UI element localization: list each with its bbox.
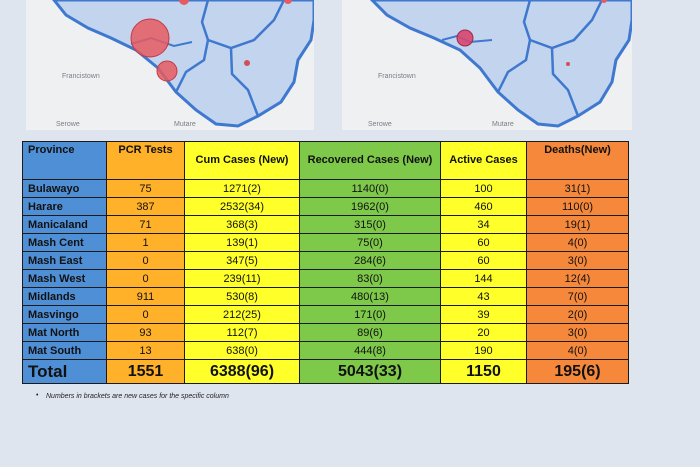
table-row: Mash Cent 1 139(1) 75(0) 60 4(0) (22, 233, 629, 252)
cell-province: Bulawayo (22, 179, 107, 198)
cell-active-cases: 60 (440, 251, 527, 270)
cell-deaths: 3(0) (526, 251, 629, 270)
cell-recovered-cases: 284(6) (299, 251, 441, 270)
cell-cum-cases: 139(1) (184, 233, 300, 252)
cell-province: Midlands (22, 287, 107, 306)
cell-deaths: 3(0) (526, 323, 629, 342)
cell-province: Mash East (22, 251, 107, 270)
cell-province: Mat South (22, 341, 107, 360)
map-left: Francistown Serowe Mutare (26, 0, 314, 130)
map-right: Francistown Serowe Mutare (342, 0, 632, 130)
map-right-label-francistown: Francistown (378, 73, 416, 80)
header-cum-cases: Cum Cases (New) (184, 141, 300, 180)
cell-recovered-cases: 1140(0) (299, 179, 441, 198)
cell-deaths: 12(4) (526, 269, 629, 288)
cell-province: Mash Cent (22, 233, 107, 252)
cell-cum-cases: 347(5) (184, 251, 300, 270)
header-deaths: Deaths(New) (526, 141, 629, 180)
cell-province: Mash West (22, 269, 107, 288)
cell-province: Masvingo (22, 305, 107, 324)
total-pcr-tests: 1551 (106, 359, 185, 384)
cell-cum-cases: 1271(2) (184, 179, 300, 198)
table-row: Mash East 0 347(5) 284(6) 60 3(0) (22, 251, 629, 270)
cell-active-cases: 34 (440, 215, 527, 234)
header-pcr-tests: PCR Tests (106, 141, 185, 180)
header-recovered-cases: Recovered Cases (New) (299, 141, 441, 180)
cell-province: Harare (22, 197, 107, 216)
map-left-label-francistown: Francistown (62, 73, 100, 80)
provincial-cases-table: Province PCR Tests Cum Cases (New) Recov… (22, 141, 629, 384)
table-total-row: Total 1551 6388(96) 5043(33) 1150 195(6) (22, 359, 629, 384)
header-active-cases: Active Cases (440, 141, 527, 180)
cell-cum-cases: 2532(34) (184, 197, 300, 216)
table-row: Mash West 0 239(11) 83(0) 144 12(4) (22, 269, 629, 288)
cell-deaths: 4(0) (526, 341, 629, 360)
cell-recovered-cases: 480(13) (299, 287, 441, 306)
cell-cum-cases: 638(0) (184, 341, 300, 360)
cell-deaths: 19(1) (526, 215, 629, 234)
table-header-row: Province PCR Tests Cum Cases (New) Recov… (22, 141, 629, 180)
footnote-bullet-icon: • (36, 392, 39, 399)
total-deaths: 195(6) (526, 359, 629, 384)
table-row: Harare 387 2532(34) 1962(0) 460 110(0) (22, 197, 629, 216)
cell-deaths: 2(0) (526, 305, 629, 324)
cell-active-cases: 60 (440, 233, 527, 252)
cell-deaths: 7(0) (526, 287, 629, 306)
header-province: Province (22, 141, 107, 180)
cell-active-cases: 190 (440, 341, 527, 360)
map-left-graphic (26, 0, 314, 130)
table-row: Bulawayo 75 1271(2) 1140(0) 100 31(1) (22, 179, 629, 198)
cell-cum-cases: 239(11) (184, 269, 300, 288)
cell-pcr-tests: 0 (106, 269, 185, 288)
cell-active-cases: 43 (440, 287, 527, 306)
cell-cum-cases: 212(25) (184, 305, 300, 324)
cell-deaths: 31(1) (526, 179, 629, 198)
cell-pcr-tests: 71 (106, 215, 185, 234)
map-right-graphic (342, 0, 632, 130)
cell-pcr-tests: 0 (106, 251, 185, 270)
cell-pcr-tests: 1 (106, 233, 185, 252)
table-row: Mat North 93 112(7) 89(6) 20 3(0) (22, 323, 629, 342)
map-right-label-serowe: Serowe (368, 121, 392, 128)
cell-pcr-tests: 387 (106, 197, 185, 216)
cell-cum-cases: 530(8) (184, 287, 300, 306)
cell-active-cases: 144 (440, 269, 527, 288)
map-left-label-mutare: Mutare (174, 121, 196, 128)
footnote-text: Numbers in brackets are new cases for th… (46, 393, 229, 400)
cell-recovered-cases: 1962(0) (299, 197, 441, 216)
total-cum-cases: 6388(96) (184, 359, 300, 384)
cell-active-cases: 39 (440, 305, 527, 324)
total-active-cases: 1150 (440, 359, 527, 384)
cell-active-cases: 20 (440, 323, 527, 342)
cell-recovered-cases: 171(0) (299, 305, 441, 324)
table-row: Mat South 13 638(0) 444(8) 190 4(0) (22, 341, 629, 360)
table-footnote: • Numbers in brackets are new cases for … (36, 392, 229, 400)
cell-recovered-cases: 75(0) (299, 233, 441, 252)
map-right-label-mutare: Mutare (492, 121, 514, 128)
table-row: Manicaland 71 368(3) 315(0) 34 19(1) (22, 215, 629, 234)
cell-deaths: 4(0) (526, 233, 629, 252)
cell-deaths: 110(0) (526, 197, 629, 216)
cell-cum-cases: 368(3) (184, 215, 300, 234)
total-recovered-cases: 5043(33) (299, 359, 441, 384)
total-label: Total (22, 359, 107, 384)
cell-pcr-tests: 75 (106, 179, 185, 198)
cell-recovered-cases: 315(0) (299, 215, 441, 234)
cell-province: Mat North (22, 323, 107, 342)
cell-pcr-tests: 0 (106, 305, 185, 324)
cell-pcr-tests: 93 (106, 323, 185, 342)
cell-active-cases: 460 (440, 197, 527, 216)
cell-recovered-cases: 444(8) (299, 341, 441, 360)
cell-recovered-cases: 89(6) (299, 323, 441, 342)
cell-pcr-tests: 911 (106, 287, 185, 306)
cell-active-cases: 100 (440, 179, 527, 198)
table-row: Masvingo 0 212(25) 171(0) 39 2(0) (22, 305, 629, 324)
cell-recovered-cases: 83(0) (299, 269, 441, 288)
cell-cum-cases: 112(7) (184, 323, 300, 342)
map-left-label-serowe: Serowe (56, 121, 80, 128)
cell-province: Manicaland (22, 215, 107, 234)
table-row: Midlands 911 530(8) 480(13) 43 7(0) (22, 287, 629, 306)
cell-pcr-tests: 13 (106, 341, 185, 360)
